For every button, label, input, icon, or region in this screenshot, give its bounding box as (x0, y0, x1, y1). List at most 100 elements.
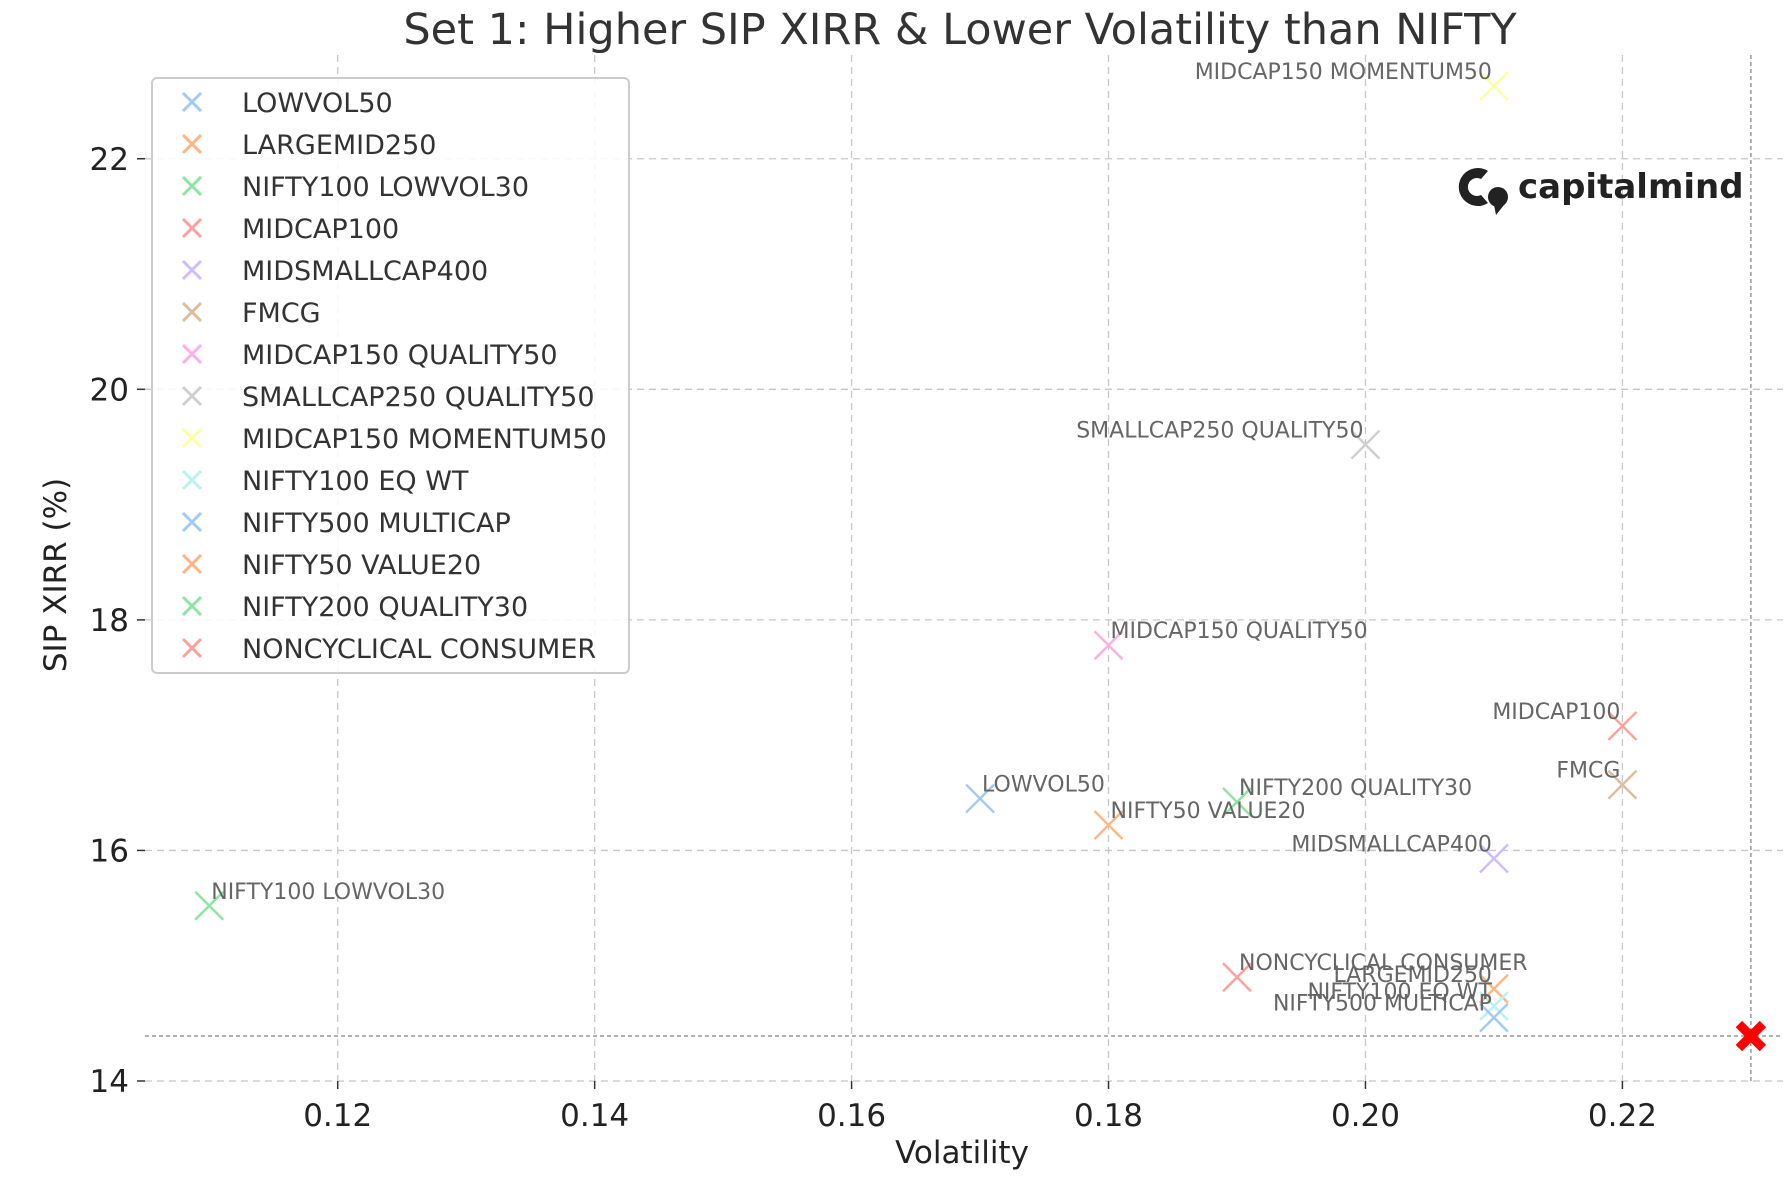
scatter-point-13 (1222, 962, 1252, 993)
point-label-10: NIFTY500 MULTICAP (1273, 992, 1492, 1017)
legend-label-3: MIDCAP100 (242, 214, 399, 245)
scatter-point-6 (1093, 630, 1124, 661)
scatter-point-10 (1479, 1002, 1509, 1033)
scatter-point-2-stroke-b (194, 890, 225, 921)
legend-marker-2-stroke-b (181, 175, 203, 197)
y-tick-label: 20 (90, 372, 129, 408)
point-label-11: NIFTY50 VALUE20 (1111, 799, 1306, 824)
scatter-point-12-stroke-b (1222, 787, 1252, 817)
legend-marker-1-stroke-b (181, 133, 203, 155)
point-label-12: NIFTY200 QUALITY30 (1239, 776, 1472, 801)
logo-mark-tail-icon (1494, 205, 1504, 215)
scatter-point-9-stroke-b (1479, 991, 1509, 1021)
x-axis-ticks: 0.12 0.14 0.16 0.18 0.20 0.22 (303, 1081, 1657, 1134)
legend-marker-4 (181, 259, 203, 281)
legend-marker-12-stroke-b (181, 595, 203, 617)
legend-label-11: NIFTY50 VALUE20 (242, 550, 481, 581)
legend-marker-11 (181, 553, 203, 575)
legend-marker-6-stroke-b (181, 343, 203, 365)
legend-label-5: FMCG (242, 298, 321, 329)
scatter-point-8-stroke-b (1479, 71, 1509, 101)
y-tick-label: 18 (90, 603, 129, 639)
chart-title: Set 1: Higher SIP XIRR & Lower Volatilit… (403, 5, 1517, 55)
legend-marker-0-stroke-b (181, 91, 203, 113)
point-label-9: NIFTY100 EQ WT (1307, 980, 1492, 1005)
legend-label-4: MIDSMALLCAP400 (242, 256, 488, 287)
legend-marker-10-stroke-b (181, 511, 203, 533)
legend-label-7: SMALLCAP250 QUALITY50 (242, 382, 595, 413)
legend-marker-4-stroke-b (181, 259, 203, 281)
legend-marker-9-stroke-b (181, 469, 203, 491)
x-tick-label: 0.22 (1588, 1098, 1657, 1134)
logo-mark-icon (1458, 168, 1488, 206)
legend-marker-12 (181, 595, 203, 617)
benchmark-reference-lines (145, 55, 1783, 1081)
legend-label-6: MIDCAP150 QUALITY50 (242, 340, 558, 371)
scatter-point-3-stroke-b (1607, 711, 1638, 741)
legend-label-0: LOWVOL50 (242, 88, 393, 119)
legend-marker-13 (181, 637, 203, 659)
legend-marker-5 (181, 301, 203, 323)
legend-label-8: MIDCAP150 MOMENTUM50 (242, 424, 607, 455)
legend-marker-3-stroke-b (181, 217, 203, 239)
capitalmind-logo: capitalmind (1458, 167, 1744, 215)
point-label-0: LOWVOL50 (982, 773, 1105, 798)
legend-marker-3 (181, 217, 203, 239)
scatter-point-11 (1093, 810, 1124, 840)
point-labels: LOWVOL50 LARGEMID250 NIFTY100 LOWVOL30 MIDC… (211, 60, 1620, 1016)
y-tick-label: 16 (90, 833, 129, 869)
legend-marker-7-stroke-b (181, 385, 203, 407)
x-tick-label: 0.18 (1074, 1098, 1143, 1134)
legend-marker-8-stroke-b (181, 427, 203, 449)
scatter-point-3 (1607, 711, 1638, 741)
scatter-point-11-stroke-b (1093, 810, 1124, 840)
legend-marker-6 (181, 343, 203, 365)
scatter-point-9 (1479, 991, 1509, 1021)
scatter-point-5 (1607, 769, 1638, 800)
point-label-1: LARGEMID250 (1333, 963, 1491, 988)
legend-marker-8 (181, 427, 203, 449)
legend-marker-10 (181, 511, 203, 533)
scatter-point-12 (1222, 787, 1252, 817)
y-axis-label: SIP XIRR (%) (38, 478, 74, 672)
point-label-5: FMCG (1556, 759, 1620, 784)
scatter-point-2 (194, 890, 225, 921)
scatter-point-8 (1479, 71, 1509, 101)
x-tick-label: 0.16 (817, 1098, 886, 1134)
y-axis-ticks: 14 16 18 20 22 (90, 142, 145, 1100)
legend-marker-11-stroke-b (181, 553, 203, 575)
point-label-2: NIFTY100 LOWVOL30 (211, 880, 445, 905)
grid-lines (145, 55, 1783, 1082)
legend-label-9: NIFTY100 EQ WT (242, 466, 469, 497)
legend-marker-9 (181, 469, 203, 491)
scatter-point-6-stroke-b (1093, 630, 1124, 661)
scatter-point-13-stroke-b (1222, 962, 1252, 993)
y-tick-label: 14 (90, 1064, 129, 1100)
legend-marker-13-stroke-b (181, 637, 203, 659)
benchmark-point (1735, 1020, 1767, 1052)
point-label-6: MIDCAP150 QUALITY50 (1111, 619, 1368, 644)
scatter-point-5-stroke-b (1607, 769, 1638, 800)
legend-box (151, 77, 630, 674)
x-tick-label: 0.20 (1331, 1098, 1400, 1134)
legend-label-13: NONCYCLICAL CONSUMER (242, 634, 596, 665)
point-label-13: NONCYCLICAL CONSUMER (1239, 951, 1528, 976)
legend-marker-2 (181, 175, 203, 197)
legend: LOWVOL50 LARGEMID250 NIFTY100 LOWVOL30 MIDC… (151, 77, 630, 674)
x-tick-label: 0.14 (560, 1098, 629, 1134)
scatter-point-4-stroke-b (1479, 843, 1509, 874)
benchmark-point-stroke-b (1735, 1020, 1767, 1052)
logo-mark-dot-icon (1488, 187, 1508, 207)
x-axis-label: Volatility (895, 1135, 1029, 1171)
scatter-point-4 (1479, 843, 1509, 874)
legend-label-12: NIFTY200 QUALITY30 (242, 592, 528, 623)
point-label-7: SMALLCAP250 QUALITY50 (1076, 419, 1363, 444)
legend-label-10: NIFTY500 MULTICAP (242, 508, 511, 539)
y-tick-label: 22 (90, 142, 129, 178)
scatter-point-0 (965, 783, 995, 814)
legend-marker-7 (181, 385, 203, 407)
scatter-point-10-stroke-b (1479, 1002, 1509, 1033)
legend-marker-0 (181, 91, 203, 113)
scatter-point-7 (1350, 429, 1381, 460)
